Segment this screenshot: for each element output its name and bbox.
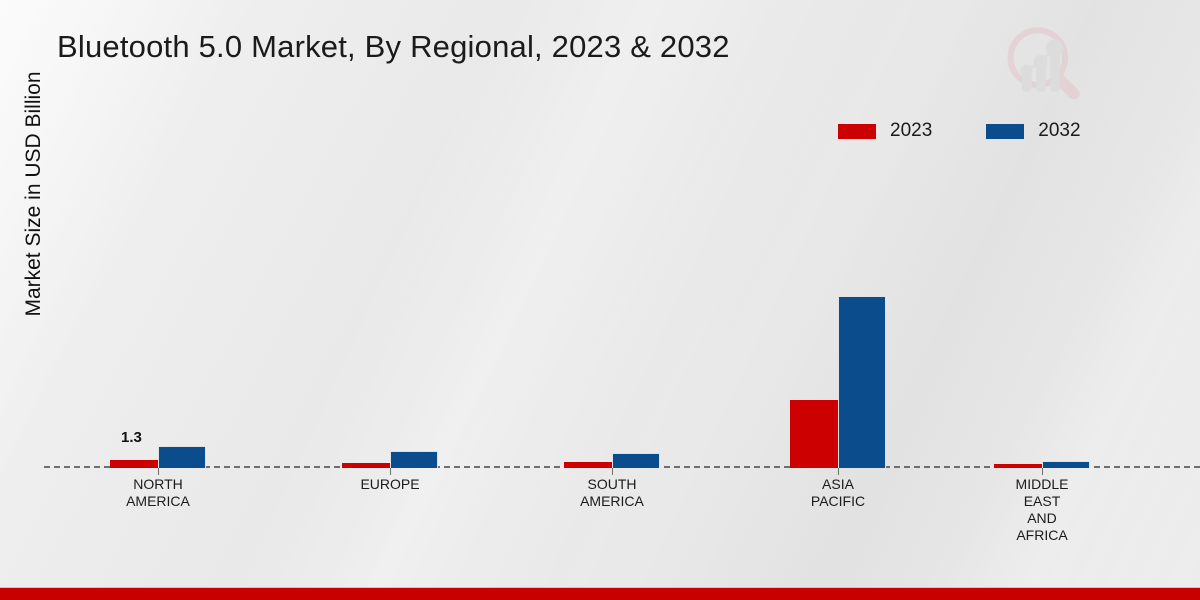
axis-tick xyxy=(158,468,159,475)
bar-north-america-2032[interactable] xyxy=(158,446,206,468)
legend-label-2023: 2023 xyxy=(890,120,933,141)
bar-europe-2032[interactable] xyxy=(390,451,438,468)
axis-tick xyxy=(838,468,839,475)
value-label-north-america-2023: 1.3 xyxy=(121,429,142,446)
bar-south-america-2032[interactable] xyxy=(612,453,660,468)
bar-asia-pacific-2032[interactable] xyxy=(838,296,886,468)
bar-group-asia-pacific: ASIA PACIFIC xyxy=(790,160,886,509)
legend-item-2023[interactable]: 2023 xyxy=(838,120,932,142)
category-label-south-america: SOUTH AMERICA xyxy=(580,476,644,509)
y-axis-title: Market Size in USD Billion xyxy=(22,71,45,317)
chart-legend: 2023 2032 xyxy=(838,120,1081,142)
legend-label-2032: 2032 xyxy=(1038,120,1081,141)
page-title: Bluetooth 5.0 Market, By Regional, 2023 … xyxy=(57,29,730,64)
legend-item-2032[interactable]: 2032 xyxy=(986,120,1081,142)
bar-group-south-america: SOUTH AMERICA xyxy=(564,160,660,509)
footer-separator xyxy=(0,587,1200,588)
bar-group-middle-east-and-africa: MIDDLE EAST AND AFRICA xyxy=(994,160,1090,543)
axis-tick xyxy=(1042,468,1043,475)
bar-middle-east-and-africa-2032[interactable] xyxy=(1042,461,1090,468)
plot-area: 1.3 NORTH AMERICA EUROPE xyxy=(44,160,1200,543)
bar-south-america-2023[interactable] xyxy=(564,462,612,468)
company-watermark-logo xyxy=(1007,27,1080,100)
category-label-north-america: NORTH AMERICA xyxy=(126,476,190,509)
bar-middle-east-and-africa-2023[interactable] xyxy=(994,464,1042,468)
bar-asia-pacific-2023[interactable] xyxy=(790,400,838,468)
bar-north-america-2023[interactable] xyxy=(110,460,158,468)
bar-europe-2023[interactable] xyxy=(342,463,390,468)
footer-accent-bar xyxy=(0,588,1200,600)
category-label-europe: EUROPE xyxy=(360,476,420,492)
axis-tick xyxy=(390,468,391,475)
category-label-middle-east-and-africa: MIDDLE EAST AND AFRICA xyxy=(1015,476,1069,543)
bar-group-north-america: 1.3 NORTH AMERICA xyxy=(110,160,206,509)
category-label-asia-pacific: ASIA PACIFIC xyxy=(810,476,866,509)
legend-swatch-2023 xyxy=(838,123,876,139)
legend-swatch-2032 xyxy=(986,123,1025,139)
bar-group-europe: EUROPE xyxy=(342,160,438,492)
axis-tick xyxy=(612,468,613,475)
